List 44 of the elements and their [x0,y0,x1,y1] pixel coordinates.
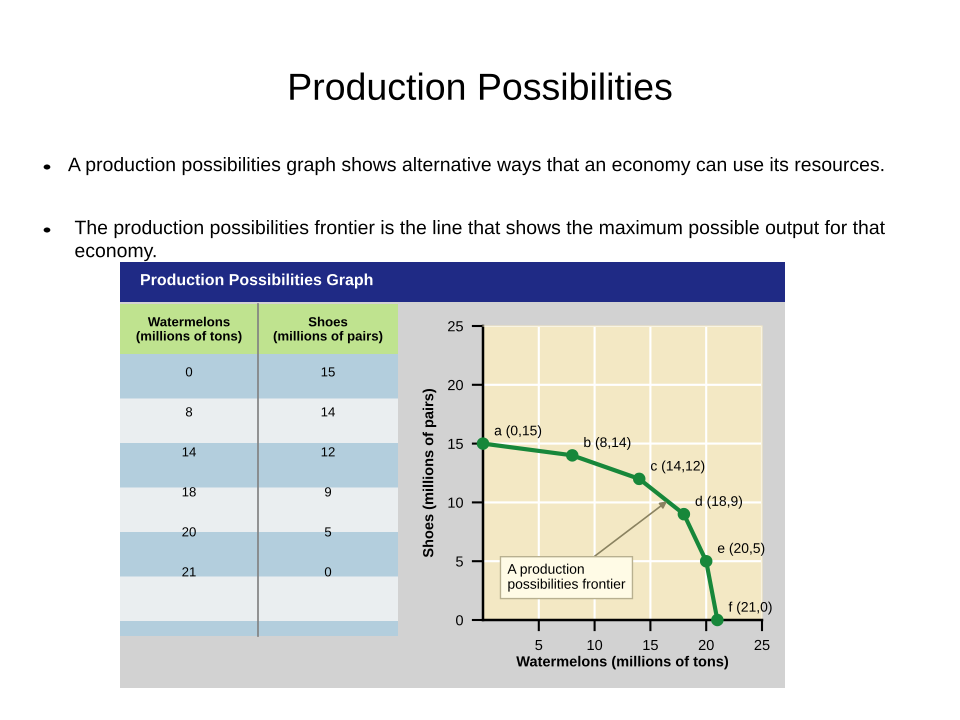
annotation: d (18,9) [696,496,742,509]
text: 21 [182,567,196,576]
text: The production possibilities frontier is the line that shows the maximum possible output for that economy. [74,220,885,262]
annotation: A production possibilities frontier [507,564,626,592]
text: 8 [186,407,192,417]
y-tick-label: 10 [448,498,463,508]
point [632,472,646,486]
x-tick-label: 20 [698,640,714,650]
text: 5 [324,527,332,537]
text: Watermelons (millions of tons) [136,316,242,344]
x-tick-label: 5 [535,640,542,650]
text: 20 [182,527,196,537]
point [700,554,712,568]
text: 0 [324,567,332,577]
text: 15 [322,367,335,377]
y-tick-label: 25 [448,321,463,332]
y-tick-label: 20 [448,380,463,390]
text: 12 [322,447,335,456]
y-tick-label: 15 [448,438,463,450]
text: Shoes (millions of pairs) [274,316,382,344]
annotation: a (0,15) [494,425,542,438]
text: 0 [186,367,192,377]
text: 9 [324,487,332,497]
text: 14 [182,447,196,456]
chart-title: Production Possibilities [290,72,672,100]
annotation: c (14,12) [650,460,704,474]
text: 18 [182,487,196,497]
point [711,614,724,626]
point [566,449,579,462]
y-axis-title: Shoes (millions of pairs) [422,389,436,558]
text: A production possibilities graph shows alternative ways that an economy can use its resources. [68,157,884,176]
y-tick-label: 5 [456,556,463,567]
point [678,508,690,520]
y-tick-label: 0 [456,615,463,626]
annotation: e (20,5) [718,542,764,556]
text: 14 [322,407,335,416]
annotation: f (21,0) [728,602,772,615]
annotation: b (8,14) [584,436,630,450]
text: Production Possibilities Graph [141,274,372,288]
x-tick-label: 25 [754,640,770,650]
point [476,437,490,450]
x-tick-label: 10 [588,640,602,650]
x-axis-title: Watermelons (millions of tons) [516,656,728,670]
x-tick-label: 15 [643,640,658,650]
